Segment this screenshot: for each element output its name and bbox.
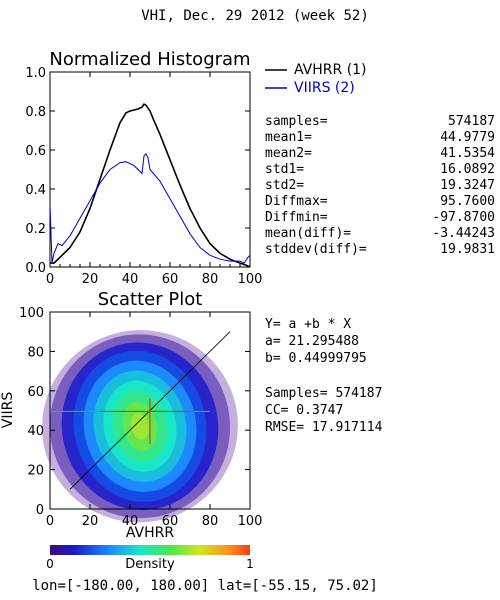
hist-x-tick-label: 20 xyxy=(82,272,99,287)
stat-label: Diffmin= xyxy=(265,210,328,225)
colorbar-min-label: 0 xyxy=(46,557,54,571)
hist-y-tick-label: 0.2 xyxy=(25,222,46,237)
stat-label: mean2= xyxy=(265,146,312,161)
histogram-series xyxy=(49,103,251,268)
legend-avhrr-label: AVHRR (1) xyxy=(294,62,367,78)
scatter-title: Scatter Plot xyxy=(98,289,203,310)
scatter-y-tick-label: 80 xyxy=(27,345,44,360)
stat-value: 95.7600 xyxy=(440,194,495,209)
viirs-series-line xyxy=(49,153,251,264)
fit-samples: Samples= 574187 xyxy=(265,386,382,401)
stat-value: -3.44243 xyxy=(432,226,495,241)
hist-y-tick-label: 0.6 xyxy=(25,144,46,159)
scatter-x-label: AVHRR xyxy=(126,525,175,541)
scatter-y-label: VIIRS xyxy=(0,392,16,429)
scatter-y-tick-label: 40 xyxy=(27,424,44,439)
scatter-y-tick-label: 100 xyxy=(19,306,44,321)
legend-viirs-label: VIIRS (2) xyxy=(294,80,355,96)
hist-x-tick-label: 0 xyxy=(46,272,54,287)
fit-cc: CC= 0.3747 xyxy=(265,403,343,418)
colorbar-gradient xyxy=(50,545,250,555)
stat-label: stddev(diff)= xyxy=(265,242,367,257)
scatter-ticks: 0 20 40 60 80 100 0 20 40 60 80 100 xyxy=(19,306,262,529)
fit-b: b= 0.44999795 xyxy=(265,351,367,366)
stat-value: 16.0892 xyxy=(440,162,495,177)
stat-value: 19.9831 xyxy=(440,242,495,257)
stat-value: 19.3247 xyxy=(440,178,495,193)
colorbar-title: Density xyxy=(125,557,175,572)
stat-value: 41.5354 xyxy=(440,146,495,161)
scatter-y-tick-label: 60 xyxy=(27,385,44,400)
hist-x-tick-label: 40 xyxy=(122,272,139,287)
hist-x-tick-label: 100 xyxy=(238,272,263,287)
scatter-y-tick-label: 20 xyxy=(27,464,44,479)
scatter-x-tick-label: 60 xyxy=(162,514,179,529)
fit-rmse: RMSE= 17.917114 xyxy=(265,420,383,435)
hist-x-tick-label: 80 xyxy=(202,272,219,287)
fit-equation: Y= a +b * X xyxy=(265,317,351,332)
scatter-y-tick-label: 0 xyxy=(36,503,44,518)
statistics-table: samples= 574187 mean1= 44.9779 mean2= 41.5354… xyxy=(265,114,495,257)
stat-value: 44.9779 xyxy=(440,130,495,145)
scatter-frame xyxy=(49,311,251,510)
page-title: VHI, Dec. 29 2012 (week 52) xyxy=(141,8,369,24)
hist-y-tick-label: 1.0 xyxy=(25,66,46,81)
scatter-x-tick-label: 20 xyxy=(82,514,99,529)
scatter-panel: Scatter Plot 0 20 40 60 80 100 0 20 40 60 80 100 AV… xyxy=(0,289,262,541)
stat-label: std1= xyxy=(265,162,304,177)
footer-lon-lat: lon=[-180.00, 180.00] lat=[-55.15, 75.02… xyxy=(32,578,378,594)
colorbar-max-label: 1 xyxy=(246,557,254,571)
stat-label: std2= xyxy=(265,178,304,193)
stat-label: Diffmax= xyxy=(265,194,328,209)
fit-a: a= 21.295488 xyxy=(265,334,359,349)
stat-label: samples= xyxy=(265,114,328,129)
histogram-panel: Normalized Histogram 0 20 40 60 80 1000.00.20… xyxy=(25,49,262,287)
histogram-ticks: 0 20 40 60 80 100 0.0 0.2 0.4 0.6 0.8 1.0 xyxy=(25,66,262,287)
avhrr-series-line xyxy=(50,103,251,268)
stat-label: mean(diff)= xyxy=(265,226,351,241)
scatter-x-tick-label: 100 xyxy=(238,514,263,529)
hist-x-tick-label: 60 xyxy=(162,272,179,287)
hist-y-tick-label: 0.0 xyxy=(25,261,46,276)
colorbar: 0 Density 1 xyxy=(46,545,254,572)
stat-value: 574187 xyxy=(448,114,495,129)
density-contour xyxy=(130,413,150,440)
fit-statistics: Y= a +b * X a= 21.295488 b= 0.44999795 S… xyxy=(265,317,383,435)
scatter-x-tick-label: 0 xyxy=(46,514,54,529)
legend: AVHRR (1) VIIRS (2) xyxy=(265,62,367,96)
stat-label: mean1= xyxy=(265,130,312,145)
scatter-x-tick-label: 80 xyxy=(202,514,219,529)
hist-y-tick-label: 0.8 xyxy=(25,105,46,120)
stat-value: -97.8700 xyxy=(432,210,495,225)
scatter-density-cloud xyxy=(42,330,238,523)
hist-y-tick-label: 0.4 xyxy=(25,183,46,198)
scatter-x-tick-label: 40 xyxy=(122,514,139,529)
histogram-title: Normalized Histogram xyxy=(49,49,250,70)
